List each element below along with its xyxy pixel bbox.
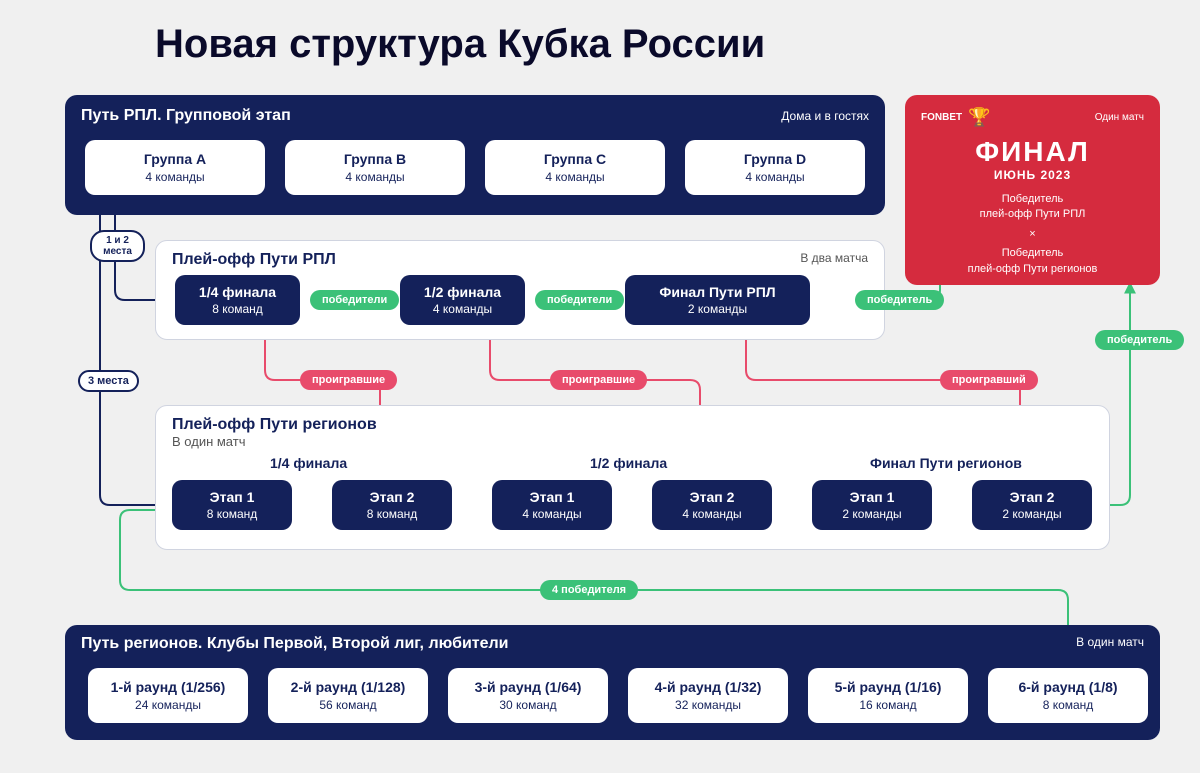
regions-sf-label: 1/2 финала [590,455,667,471]
winner-4: победитель [1095,330,1184,350]
rpl-final: Финал Пути РПЛ 2 команды [625,275,810,325]
regions-qf-label: 1/4 финала [270,455,347,471]
final-meta: Один матч [1095,112,1144,123]
round-4: 4-й раунд (1/32) 32 команды [628,668,788,723]
round-3: 3-й раунд (1/64) 30 команд [448,668,608,723]
sponsor-label: FONBET [921,112,962,123]
losers-2: проигравшие [550,370,647,390]
regions-playoff-title: Плей-офф Пути регионов [172,416,377,433]
loser-3: проигравший [940,370,1038,390]
regions-s5: Этап 1 2 команды [812,480,932,530]
round-1: 1-й раунд (1/256) 24 команды [88,668,248,723]
group-stage-title: Путь РПЛ. Групповой этап [81,107,291,125]
rpl-sf: 1/2 финала 4 команды [400,275,525,325]
round-5: 5-й раунд (1/16) 16 команд [808,668,968,723]
regions-s1: Этап 1 8 команд [172,480,292,530]
winners-1: победители [310,290,399,310]
trophy-icon: 🏆 [968,107,990,128]
regions-playoff-meta: В один матч [172,434,1093,449]
winner-3: победитель [855,290,944,310]
group-c: Группа C 4 команды [485,140,665,195]
main-title: Новая структура Кубка России [155,22,765,67]
losers-1: проигравшие [300,370,397,390]
regions-s2: Этап 2 8 команд [332,480,452,530]
regions-playoff-panel: Плей-офф Пути регионов В один матч [155,405,1110,550]
round-6: 6-й раунд (1/8) 8 команд [988,668,1148,723]
final-date: ИЮНЬ 2023 [921,168,1144,182]
final-title: ФИНАЛ [921,136,1144,168]
rpl-playoff-meta: В два матча [800,251,868,269]
regions-s6: Этап 2 2 команды [972,480,1092,530]
final-vs: × [921,227,1144,242]
rpl-qf: 1/4 финала 8 команд [175,275,300,325]
final-line3: Победитель [921,246,1144,261]
regions-s3: Этап 1 4 команды [492,480,612,530]
group-b: Группа B 4 команды [285,140,465,195]
rpl-playoff-title: Плей-офф Пути РПЛ [172,251,336,269]
places-12-pill: 1 и 2 места [90,230,145,262]
final-line1: Победитель [921,192,1144,207]
places-3-pill: 3 места [78,370,139,392]
final-panel: FONBET 🏆 Один матч ФИНАЛ ИЮНЬ 2023 Побед… [905,95,1160,285]
group-d: Группа D 4 команды [685,140,865,195]
group-stage-meta: Дома и в гостях [781,109,869,123]
round-2: 2-й раунд (1/128) 56 команд [268,668,428,723]
regions-f-label: Финал Пути регионов [870,455,1022,471]
regions-path-meta: В один матч [1076,635,1144,653]
final-line2: плей-офф Пути РПЛ [921,207,1144,222]
group-a: Группа A 4 команды [85,140,265,195]
winners-5: 4 победителя [540,580,638,600]
winners-2: победители [535,290,624,310]
final-line4: плей-офф Пути регионов [921,262,1144,277]
regions-path-title: Путь регионов. Клубы Первой, Второй лиг,… [81,635,509,653]
regions-s4: Этап 2 4 команды [652,480,772,530]
